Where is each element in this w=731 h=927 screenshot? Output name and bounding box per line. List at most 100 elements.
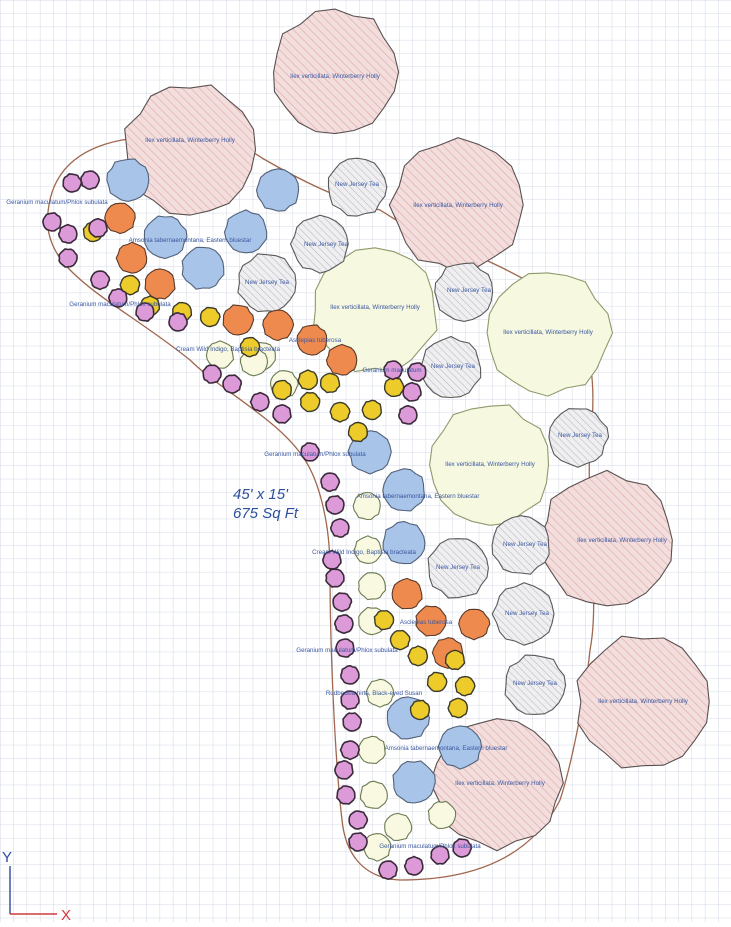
winterberry-holly-shrub xyxy=(486,272,614,397)
geranium-phlox-plant xyxy=(336,785,356,805)
geranium-phlox-plant xyxy=(107,287,128,308)
geranium-phlox-plant xyxy=(58,248,78,268)
black-eyed-susan-plant xyxy=(319,372,341,394)
winterberry-holly-shrub xyxy=(576,635,710,769)
asclepias-tuberosa-plant xyxy=(262,309,295,342)
asclepias-tuberosa-plant xyxy=(325,343,358,376)
holly-label: Ilex verticillata, Winterberry Holly xyxy=(413,202,504,209)
geranium-phlox-plant xyxy=(222,374,243,395)
perennial-label: Asclepias tuberosa xyxy=(400,619,453,626)
black-eyed-susan-plant xyxy=(119,274,141,296)
cream-wild-indigo-plant xyxy=(358,572,386,601)
black-eyed-susan-plant xyxy=(447,697,469,719)
geranium-phlox-plant xyxy=(333,614,354,635)
tea-label: New Jersey Tea xyxy=(304,241,348,248)
holly-label: Ilex verticillata, Winterberry Holly xyxy=(598,698,689,705)
asclepias-tuberosa-plant xyxy=(458,608,491,641)
cream-wild-indigo-plant xyxy=(384,812,413,841)
geranium-phlox-plant xyxy=(80,170,101,191)
black-eyed-susan-plant xyxy=(329,401,351,423)
winterberry-holly-shrub xyxy=(273,8,400,135)
eastern-bluestar-plant xyxy=(106,158,150,202)
holly-label: Ilex verticillata, Winterberry Holly xyxy=(503,329,594,336)
holly-label: Ilex verticillata, Winterberry Holly xyxy=(145,137,236,144)
new-jersey-tea-shrub xyxy=(491,582,555,646)
cream-wild-indigo-plant xyxy=(353,535,382,564)
black-eyed-susan-plant xyxy=(444,649,466,671)
geranium-phlox-plant xyxy=(377,860,398,881)
tea-label: New Jersey Tea xyxy=(245,279,289,286)
geranium-phlox-plant xyxy=(320,472,341,493)
perennial-layer xyxy=(42,158,491,881)
black-eyed-susan-plant xyxy=(454,675,476,697)
asclepias-tuberosa-plant xyxy=(415,605,447,637)
geranium-phlox-plant xyxy=(321,549,342,570)
perennial-label: Geranium maculatum/Phlox subulata xyxy=(6,199,108,206)
tea-label: New Jersey Tea xyxy=(558,432,602,439)
geranium-phlox-plant xyxy=(407,362,427,382)
winterberry-holly-shrub xyxy=(388,137,524,274)
eastern-bluestar-plant xyxy=(382,468,426,512)
geranium-phlox-plant xyxy=(335,638,355,658)
perennial-label: Cream Wild Indigo, Baptisia bracteata xyxy=(176,346,280,353)
geranium-phlox-plant xyxy=(272,403,292,424)
perennial-label: Rudbeckia hirta, Black-eyed Susan xyxy=(326,690,423,697)
geranium-phlox-plant xyxy=(339,740,361,761)
geranium-phlox-plant xyxy=(300,442,320,462)
holly-label: Ilex verticillata, Winterberry Holly xyxy=(445,461,536,468)
geranium-phlox-plant xyxy=(403,855,424,876)
black-eyed-susan-plant xyxy=(297,369,319,391)
black-eyed-susan-plant xyxy=(373,609,395,631)
geranium-phlox-plant xyxy=(348,832,368,852)
cream-wild-indigo-plant xyxy=(360,780,388,809)
black-eyed-susan-plant xyxy=(239,336,261,358)
geranium-phlox-plant xyxy=(348,810,369,830)
geranium-phlox-plant xyxy=(397,404,418,425)
geranium-phlox-plant xyxy=(57,223,78,244)
eastern-bluestar-plant xyxy=(437,725,483,770)
geranium-phlox-plant xyxy=(342,712,363,732)
asclepias-tuberosa-plant xyxy=(115,241,148,274)
geranium-phlox-plant xyxy=(430,845,450,865)
tea-label: New Jersey Tea xyxy=(505,610,549,617)
cream-wild-indigo-plant xyxy=(205,340,235,369)
winterberry-holly-layer xyxy=(124,8,710,852)
cream-wild-indigo-plant xyxy=(357,735,386,764)
new-jersey-tea-shrub xyxy=(327,157,388,217)
geranium-phlox-plant xyxy=(88,217,108,238)
black-eyed-susan-plant xyxy=(383,376,405,398)
black-eyed-susan-plant xyxy=(426,671,448,693)
geranium-phlox-plant xyxy=(382,360,404,381)
geranium-phlox-plant xyxy=(340,664,360,685)
new-jersey-tea-layer xyxy=(237,157,610,715)
tea-label: New Jersey Tea xyxy=(436,564,480,571)
geranium-phlox-plant xyxy=(135,302,155,322)
x-axis-label: X xyxy=(61,907,71,922)
black-eyed-susan-plant xyxy=(407,645,429,667)
winterberry-holly-shrub xyxy=(124,84,257,216)
eastern-bluestar-plant xyxy=(143,215,188,260)
tea-label: New Jersey Tea xyxy=(513,680,557,687)
bed-area: 675 Sq Ft xyxy=(233,505,299,522)
perennial-label: Asclepias tuberosa xyxy=(289,337,342,344)
garden-bed-outline xyxy=(46,135,595,881)
black-eyed-susan-plant xyxy=(389,629,411,651)
geranium-phlox-plant xyxy=(333,759,354,780)
geranium-phlox-plant xyxy=(402,381,422,402)
cream-wild-indigo-plant xyxy=(427,800,457,830)
geranium-phlox-plant xyxy=(89,270,111,291)
axis-indicator: Y X xyxy=(2,849,71,924)
asclepias-tuberosa-plant xyxy=(391,577,423,610)
geranium-phlox-plant xyxy=(340,690,360,710)
black-eyed-susan-plant xyxy=(271,379,292,401)
geranium-phlox-plant xyxy=(249,391,270,413)
eastern-bluestar-plant xyxy=(255,168,300,212)
geranium-phlox-plant xyxy=(325,495,345,515)
eastern-bluestar-plant xyxy=(392,760,436,804)
black-eyed-susan-plant xyxy=(361,399,382,421)
geranium-phlox-plant xyxy=(325,568,345,588)
geranium-phlox-plant xyxy=(62,173,83,193)
eastern-bluestar-plant xyxy=(223,209,268,254)
asclepias-tuberosa-plant xyxy=(296,324,328,356)
